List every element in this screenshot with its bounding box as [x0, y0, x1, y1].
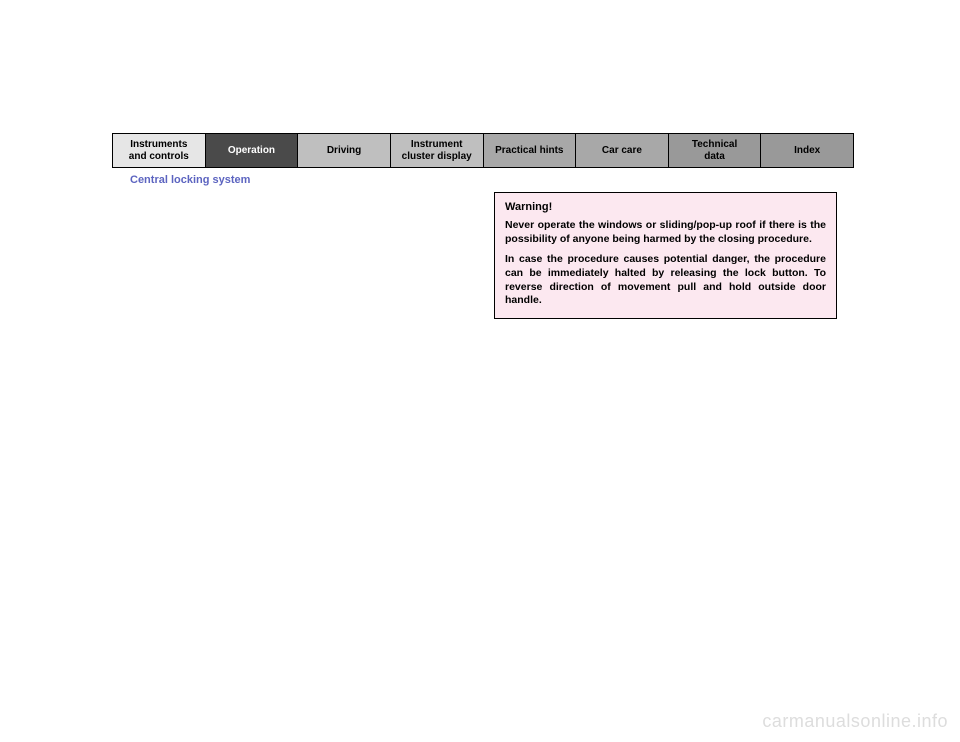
- tab-car-care[interactable]: Car care: [576, 134, 669, 167]
- tab-instruments-controls[interactable]: Instrumentsand controls: [113, 134, 206, 167]
- tab-operation[interactable]: Operation: [206, 134, 299, 167]
- warning-title: Warning!: [505, 201, 826, 213]
- tab-technical-data[interactable]: Technicaldata: [669, 134, 762, 167]
- tab-instrument-cluster-display[interactable]: Instrumentcluster display: [391, 134, 484, 167]
- manual-page: Instrumentsand controls Operation Drivin…: [112, 133, 854, 192]
- tab-driving[interactable]: Driving: [298, 134, 391, 167]
- tab-bar: Instrumentsand controls Operation Drivin…: [112, 133, 854, 168]
- warning-paragraph-2: In case the procedure causes potential d…: [505, 253, 826, 308]
- section-title: Central locking system: [130, 174, 854, 186]
- watermark: carmanualsonline.info: [762, 711, 948, 732]
- tab-index[interactable]: Index: [761, 134, 853, 167]
- warning-paragraph-1: Never operate the windows or sliding/pop…: [505, 219, 826, 246]
- tab-practical-hints[interactable]: Practical hints: [484, 134, 577, 167]
- warning-box: Warning! Never operate the windows or sl…: [494, 192, 837, 319]
